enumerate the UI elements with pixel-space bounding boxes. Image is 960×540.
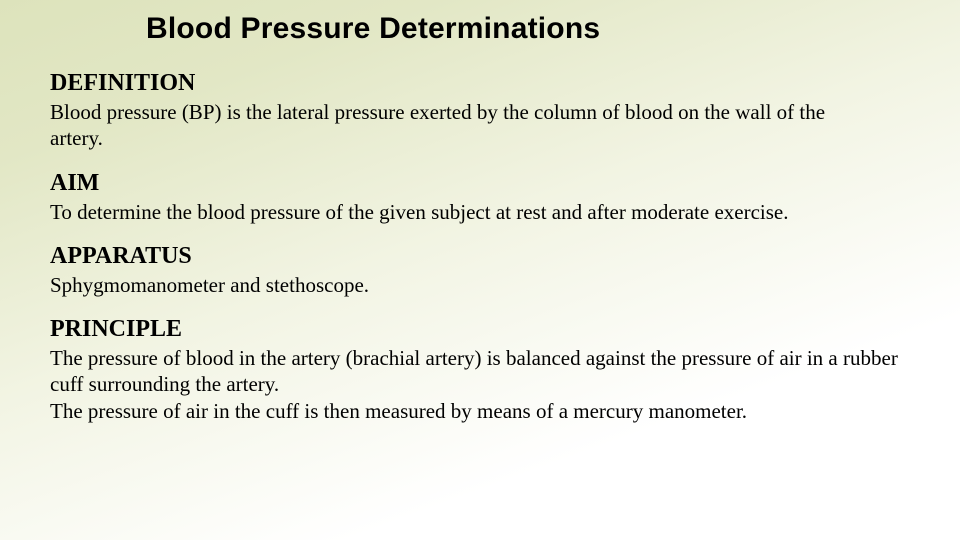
section-apparatus: APPARATUS Sphygmomanometer and stethosco… xyxy=(50,243,920,298)
section-definition: DEFINITION Blood pressure (BP) is the la… xyxy=(50,70,920,152)
principle-line-2: The pressure of air in the cuff is then … xyxy=(50,398,920,424)
slide-title: Blood Pressure Determinations xyxy=(146,12,920,46)
aim-body: To determine the blood pressure of the g… xyxy=(50,199,920,225)
aim-heading: AIM xyxy=(50,170,920,197)
section-principle: PRINCIPLE The pressure of blood in the a… xyxy=(50,316,920,424)
section-aim: AIM To determine the blood pressure of t… xyxy=(50,170,920,225)
principle-heading: PRINCIPLE xyxy=(50,316,920,343)
definition-body: Blood pressure (BP) is the lateral press… xyxy=(50,99,840,152)
principle-line-1: The pressure of blood in the artery (bra… xyxy=(50,345,920,398)
apparatus-heading: APPARATUS xyxy=(50,243,920,270)
slide-container: Blood Pressure Determinations DEFINITION… xyxy=(0,0,960,540)
apparatus-body: Sphygmomanometer and stethoscope. xyxy=(50,272,920,298)
principle-body: The pressure of blood in the artery (bra… xyxy=(50,345,920,424)
definition-heading: DEFINITION xyxy=(50,70,920,97)
